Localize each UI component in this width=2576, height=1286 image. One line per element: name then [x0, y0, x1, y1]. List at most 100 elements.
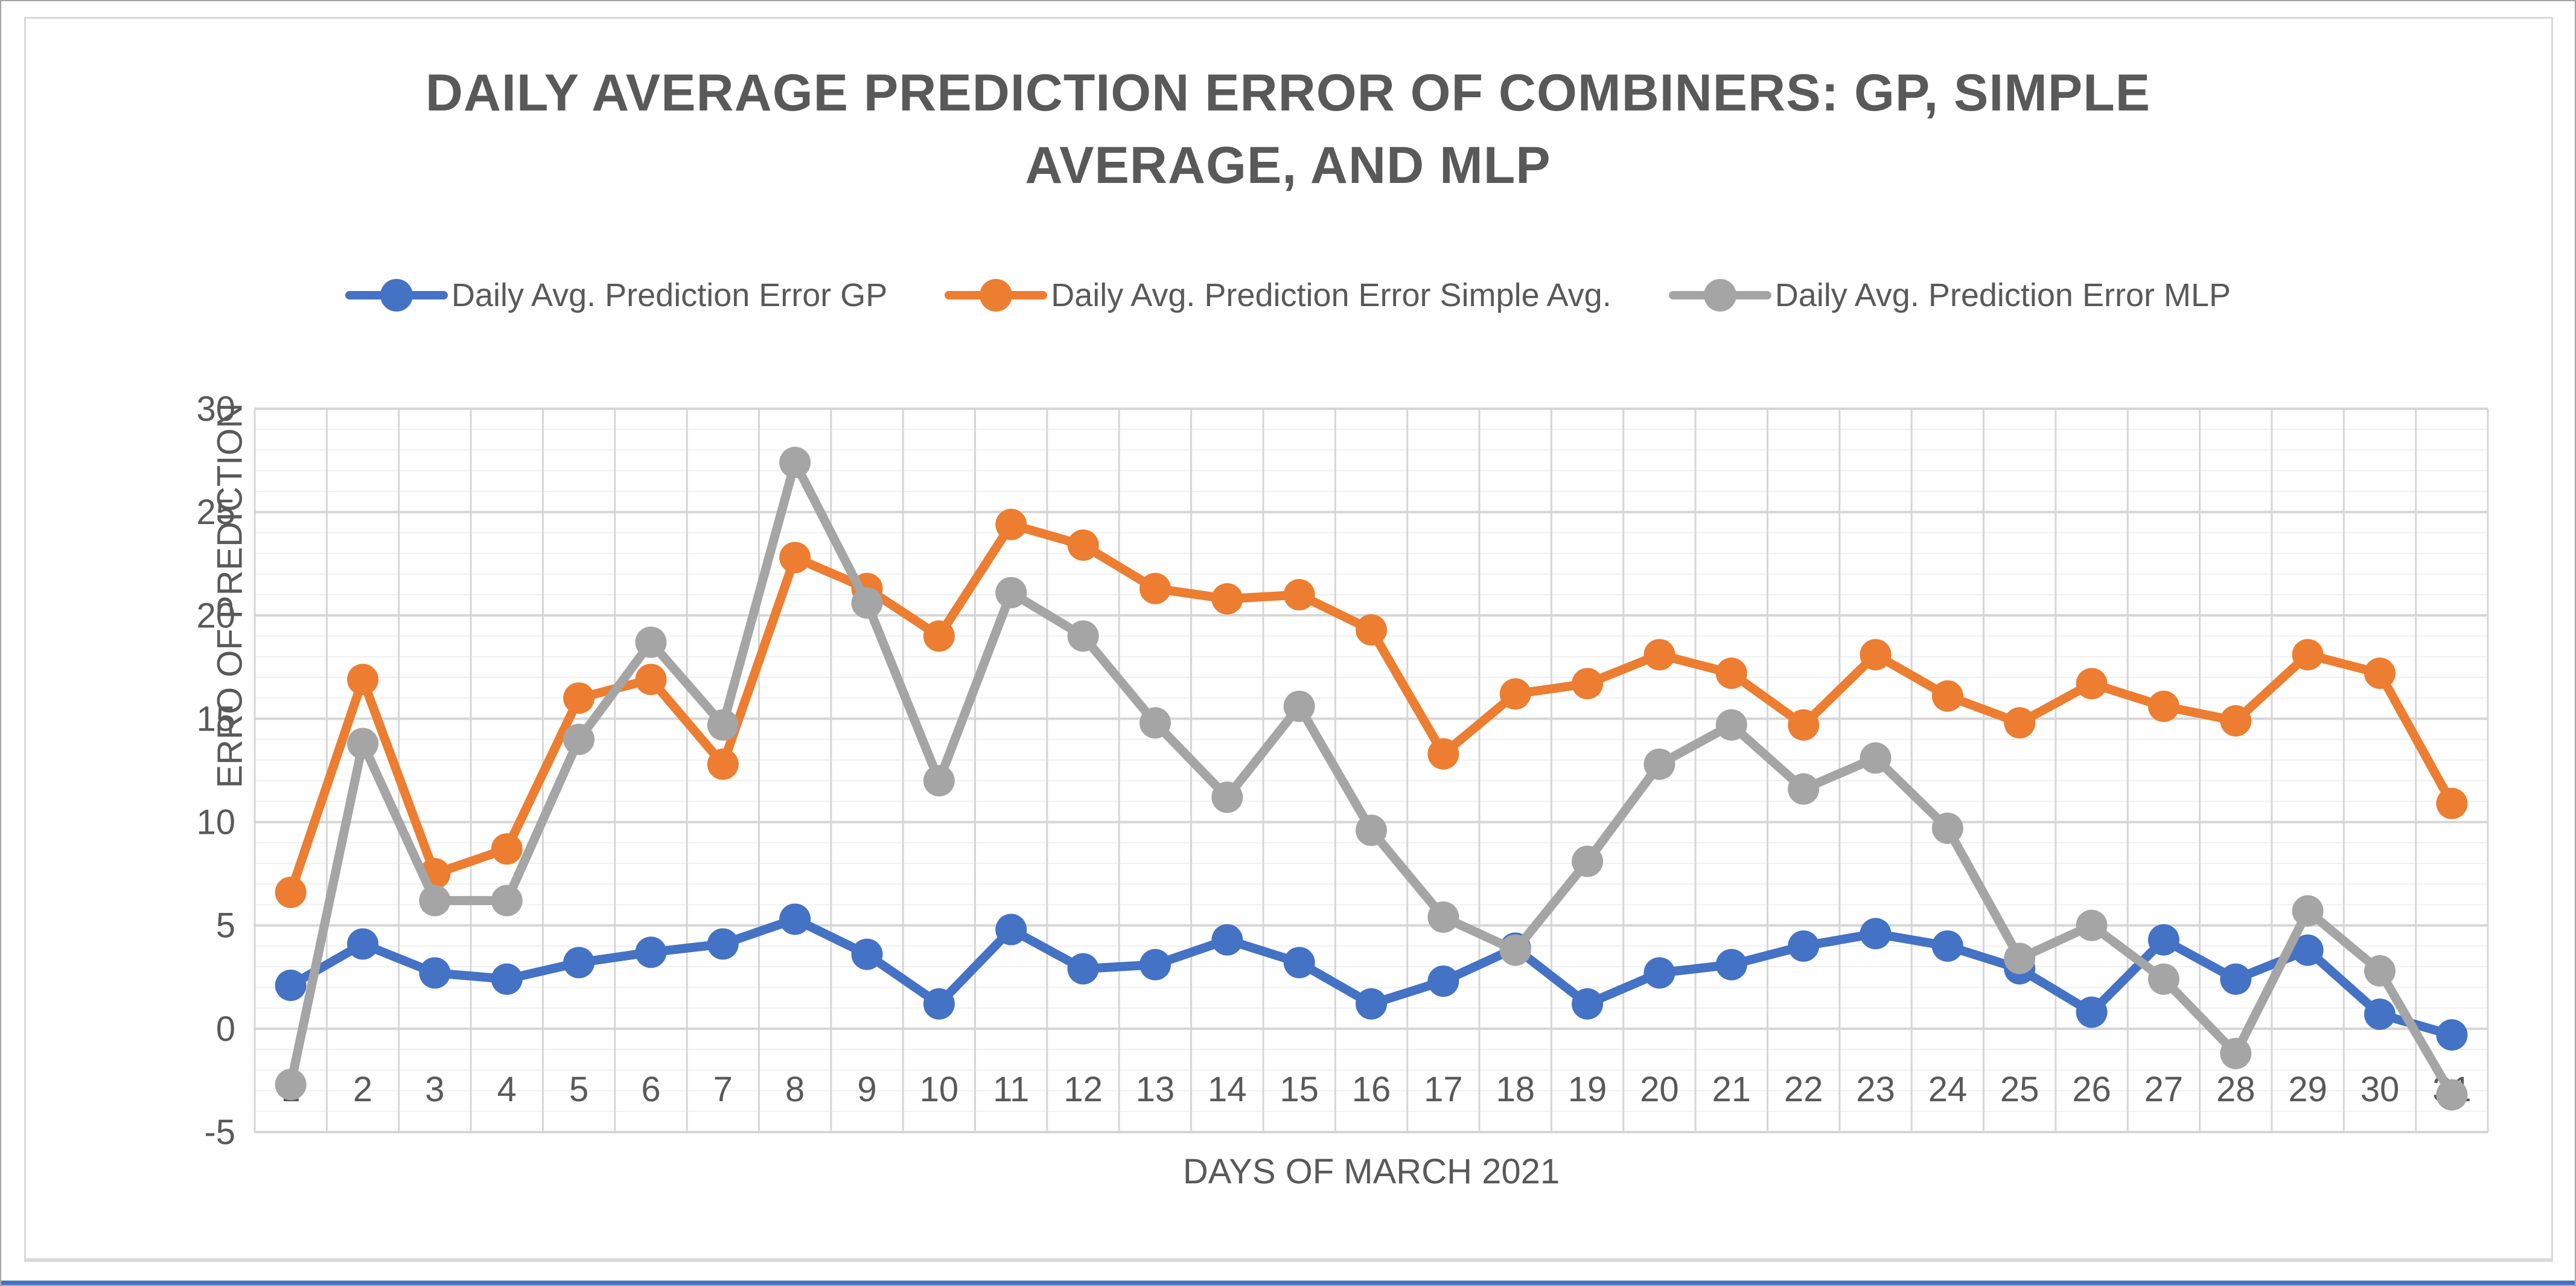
- data-point: [1788, 930, 1820, 962]
- data-point: [2436, 787, 2468, 819]
- data-point: [563, 723, 595, 755]
- data-point: [2436, 1019, 2468, 1051]
- x-tick-label: 17: [1424, 1070, 1463, 1109]
- data-point: [1931, 930, 1963, 962]
- data-point: [1356, 814, 1387, 846]
- x-tick-label: 12: [1063, 1070, 1103, 1109]
- x-tick-label: 8: [785, 1070, 805, 1109]
- data-point: [1715, 949, 1747, 980]
- data-point: [275, 1069, 307, 1101]
- data-point: [1283, 579, 1315, 611]
- data-point: [635, 936, 667, 968]
- y-tick-label: -5: [204, 1113, 235, 1152]
- x-tick-label: 26: [2072, 1070, 2111, 1109]
- data-point: [347, 928, 379, 960]
- y-tick-label: 0: [216, 1009, 235, 1049]
- y-tick-label: 20: [196, 596, 235, 635]
- y-tick-label: 30: [196, 389, 235, 429]
- data-point: [2292, 934, 2324, 966]
- legend-label: Daily Avg. Prediction Error MLP: [1774, 277, 2231, 313]
- data-point: [1715, 657, 1747, 689]
- x-tick-label: 9: [857, 1070, 876, 1109]
- data-point: [2076, 909, 2108, 941]
- y-tick-label: 25: [196, 493, 235, 532]
- x-tick-label: 11: [993, 1070, 1029, 1109]
- x-tick-label: 18: [1496, 1070, 1535, 1109]
- data-point: [1860, 742, 1892, 774]
- data-point: [1139, 949, 1171, 980]
- legend: Daily Avg. Prediction Error GP Daily Avg…: [1, 276, 2575, 315]
- data-point: [1427, 901, 1459, 933]
- y-tick-label: 15: [196, 699, 235, 738]
- data-point: [2004, 707, 2036, 739]
- data-point: [2364, 657, 2396, 689]
- x-tick-label: 27: [2144, 1070, 2184, 1109]
- data-point: [707, 709, 739, 741]
- series-1: [275, 508, 2468, 908]
- x-tick-label: 22: [1784, 1070, 1823, 1109]
- data-point: [1860, 639, 1892, 671]
- data-point: [779, 446, 811, 478]
- data-point: [923, 765, 955, 797]
- data-point: [491, 833, 523, 865]
- data-point: [1283, 947, 1315, 979]
- y-tick-label: 10: [196, 803, 235, 842]
- data-point: [1572, 668, 1604, 700]
- x-tick-label: 5: [569, 1070, 588, 1109]
- chart-title: DAILY AVERAGE PREDICTION ERROR OF COMBIN…: [425, 64, 2151, 195]
- data-point: [491, 885, 523, 917]
- data-point: [2364, 955, 2396, 987]
- data-point: [923, 620, 955, 652]
- data-point: [1356, 988, 1387, 1020]
- data-point: [2076, 668, 2108, 700]
- data-point: [1067, 953, 1099, 985]
- data-point: [635, 626, 667, 658]
- data-point: [1643, 639, 1675, 671]
- data-point: [1211, 583, 1243, 615]
- legend-dot-swatch: [980, 279, 1013, 312]
- line-marker-icon: [345, 276, 448, 315]
- x-tick-label: 24: [1928, 1070, 1968, 1109]
- x-tick-label: 15: [1280, 1070, 1319, 1109]
- x-tick-label: 19: [1568, 1070, 1607, 1109]
- data-point: [2004, 942, 2036, 974]
- data-point: [2220, 705, 2252, 737]
- data-point: [779, 542, 811, 574]
- data-point: [1860, 918, 1892, 950]
- x-tick-label: 13: [1136, 1070, 1175, 1109]
- line-marker-icon: [945, 276, 1048, 315]
- data-point: [2364, 998, 2396, 1030]
- data-point: [1643, 748, 1675, 780]
- data-point: [635, 664, 667, 696]
- data-point: [275, 876, 307, 908]
- x-tick-label: 29: [2288, 1070, 2327, 1109]
- data-point: [1139, 707, 1171, 739]
- data-point: [923, 988, 955, 1020]
- x-tick-label: 3: [425, 1070, 444, 1109]
- data-point: [851, 938, 883, 970]
- bottom-blue-strip: [1, 1281, 2575, 1285]
- data-point: [1499, 934, 1531, 966]
- data-point: [1643, 957, 1675, 989]
- x-tick-label: 7: [713, 1070, 733, 1109]
- data-point: [707, 748, 739, 780]
- data-point: [2147, 963, 2179, 995]
- legend-item-gp: Daily Avg. Prediction Error GP: [345, 276, 887, 315]
- data-point: [1139, 572, 1171, 604]
- x-tick-label: 4: [497, 1070, 517, 1109]
- data-point: [419, 885, 451, 917]
- data-point: [1788, 709, 1820, 741]
- x-tick-label: 30: [2361, 1070, 2400, 1109]
- data-point: [2147, 924, 2179, 956]
- legend-item-mlp: Daily Avg. Prediction Error MLP: [1668, 276, 2231, 315]
- data-point: [347, 728, 379, 760]
- data-point: [1931, 680, 1963, 712]
- data-point: [347, 664, 379, 696]
- data-point: [1788, 773, 1820, 805]
- data-point: [995, 913, 1027, 945]
- data-point: [1572, 845, 1604, 877]
- data-point: [779, 903, 811, 935]
- x-tick-label: 20: [1640, 1070, 1679, 1109]
- data-point: [2292, 639, 2324, 671]
